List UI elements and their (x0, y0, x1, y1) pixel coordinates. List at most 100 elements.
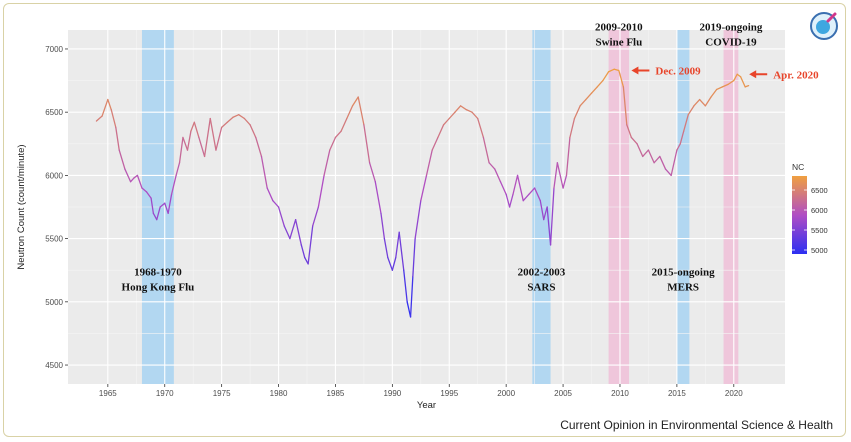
x-tick-label: 1985 (327, 389, 345, 398)
y-tick-label: 4500 (45, 361, 63, 370)
neutron-count-segment (243, 117, 251, 126)
neutron-count-segment (642, 149, 650, 158)
neutron-count-segment (683, 114, 689, 132)
x-axis-label: Year (417, 400, 436, 411)
neutron-count-segment (585, 92, 593, 101)
neutron-count-segment (613, 68, 620, 72)
legend-tick-label: 6500 (811, 186, 828, 195)
neutron-count-segment (522, 193, 530, 202)
x-tick-label: 1995 (440, 389, 458, 398)
neutron-count-segment (744, 84, 750, 88)
neutron-count-segment (494, 168, 502, 183)
x-tick-label: 1970 (156, 389, 174, 398)
neutron-count-segment (653, 155, 661, 164)
neutron-count-segment (636, 143, 644, 158)
x-tick-label: 1990 (383, 389, 401, 398)
neutron-count-segment (579, 98, 587, 107)
y-tick-label: 7000 (45, 45, 63, 54)
neutron-count-segment (249, 124, 257, 139)
x-tick-label: 1980 (270, 389, 288, 398)
neutron-count-segment (170, 174, 177, 196)
neutron-count-segment (186, 130, 192, 151)
neutron-count-segment (710, 88, 718, 98)
neutron-count-segment (133, 174, 139, 179)
neutron-count-segment (255, 136, 263, 158)
x-tick-label: 1965 (99, 389, 117, 398)
neutron-count-segment (178, 136, 184, 164)
neutron-count-segment (334, 130, 342, 139)
neutron-count-segment (129, 177, 135, 183)
neutron-count-segment (607, 68, 615, 73)
neutron-count-segment (420, 174, 428, 202)
neutron-count-segment (238, 114, 246, 120)
neutron-count-segment (704, 96, 712, 107)
legend-layer: NC 6500 6000 5500 5000 (792, 162, 828, 255)
neutron-count-segment (546, 206, 552, 246)
neutron-count-segment (727, 79, 735, 86)
neutron-count-segment (232, 114, 240, 118)
neutron-count-segment (543, 206, 548, 221)
neutron-count-segment (203, 117, 211, 158)
neutron-count-segment (145, 191, 152, 199)
neutron-count-segment (159, 202, 166, 208)
neutron-count-segment (193, 121, 200, 139)
neutron-count-segment (602, 71, 610, 82)
y-axis-label: Neutron Count (count/minute) (16, 144, 27, 269)
neutron-count-segment (459, 105, 467, 111)
neutron-count-segment (312, 206, 320, 227)
x-tick-label: 2005 (554, 389, 572, 398)
annotation-arrowhead-0 (631, 66, 639, 75)
neutron-count-segment (412, 237, 416, 278)
neutron-count-segment (596, 79, 604, 88)
y-tick-label: 6000 (45, 171, 63, 180)
neutron-count-segment (733, 73, 738, 82)
band-label-4: 2019-ongoing COVID-19 (699, 21, 762, 48)
neutron-count-segment (317, 174, 325, 208)
band-label-3: 2015-ongoing MERS (652, 267, 715, 294)
neutron-count-segment (101, 98, 109, 117)
neutron-count-segment (505, 193, 511, 208)
neutron-count-segment (565, 136, 571, 177)
neutron-count-segment (431, 136, 439, 151)
neutron-count-segment (289, 218, 297, 240)
neutron-count-segment (383, 237, 389, 259)
neutron-count-segment (107, 98, 112, 111)
neutron-count-segment (573, 105, 581, 120)
neutron-count-segment (676, 143, 681, 151)
neutron-count-segment (482, 136, 490, 164)
neutron-count-segment (442, 117, 450, 126)
neutron-count-segment (698, 98, 706, 107)
neutron-count-segment (409, 275, 414, 318)
neutron-count-segment (687, 105, 695, 116)
neutron-count-segment (622, 86, 628, 126)
legend-tick-label: 6000 (811, 206, 828, 215)
neutron-count-segment (226, 116, 234, 123)
journal-logo-icon (808, 10, 840, 42)
neutron-count-segment (736, 73, 742, 78)
annotations-layer: 1968-1970 Hong Kong Flu 2002-2003 SARS 2009-… (122, 21, 820, 293)
neutron-count-segment (679, 130, 685, 145)
neutron-count-segment (164, 202, 169, 214)
neutron-count-segment (626, 124, 633, 139)
neutron-count-segment (556, 162, 564, 189)
neutron-count-segment (398, 231, 405, 271)
neutron-count-segment (508, 193, 514, 208)
legend-tick-label: 5500 (811, 226, 828, 235)
neutron-count-segment (304, 256, 309, 265)
neutron-count-segment (448, 111, 456, 120)
neutron-count-segment (329, 136, 337, 151)
neutron-count-segment (340, 117, 348, 132)
neutron-count-segment (266, 187, 274, 202)
x-tick-label: 1975 (213, 389, 231, 398)
neutron-count-segment (477, 117, 485, 139)
neutron-count-segment (115, 126, 120, 151)
neutron-count-segment (294, 218, 302, 246)
neutron-count-segment (630, 136, 638, 145)
axes-layer: 1965 1970 1975 1980 1985 1990 1995 2000 2005 2010… (16, 45, 743, 411)
legend-title: NC (792, 162, 804, 172)
neutron-count-segment (465, 109, 473, 113)
neutron-count-segment (220, 121, 228, 128)
neutron-count-segment (95, 115, 103, 122)
neutron-count-segment (156, 206, 161, 221)
